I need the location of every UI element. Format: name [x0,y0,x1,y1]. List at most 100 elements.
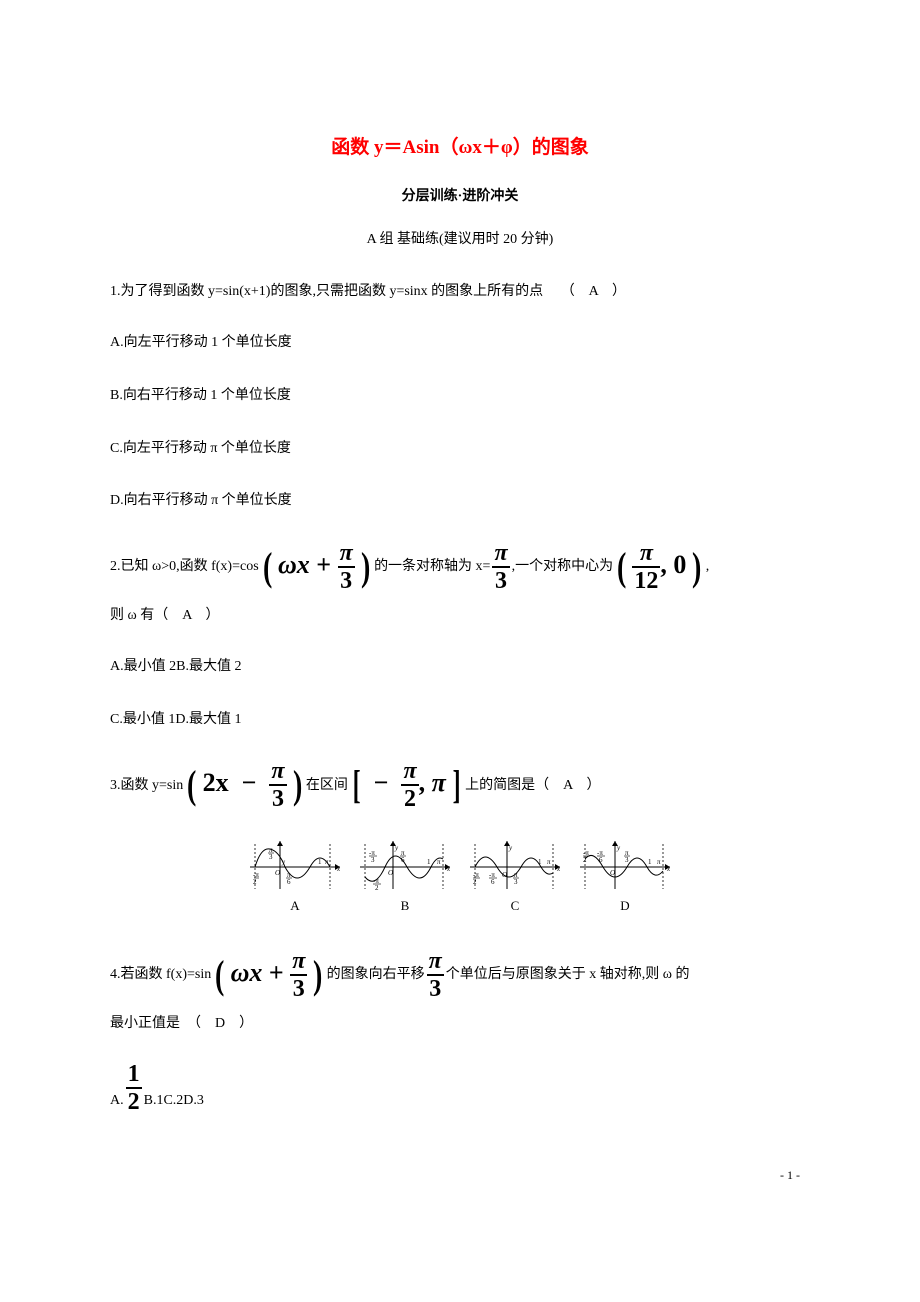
subtitle: 分层训练·进阶冲关 [110,184,810,211]
q4-tail1: 个单位后与原图象关于 x 轴对称,则 ω 的 [446,962,690,987]
svg-text:3: 3 [625,856,629,864]
q2-tail: , [706,554,710,579]
graph-a: -π 2 π 3 y O π 6 π x 1 A [245,837,345,919]
svg-text:2: 2 [473,878,477,886]
q3-interval: − π 2 , π [365,759,448,811]
q3-graphs: -π 2 π 3 y O π 6 π x 1 A -π 3 [110,837,810,919]
paren-open-icon: ( [263,549,272,585]
q2-opts-cd: C.最小值 1D.最大值 1 [110,707,810,734]
q4-a-num: 1 [126,1062,142,1089]
q3-pre: 3.函数 y=sin [110,773,183,798]
svg-text:π: π [437,858,441,866]
q1-opt-c: C.向左平行移动 π 个单位长度 [110,436,810,463]
q2-axis-den: 3 [492,568,509,593]
q4-line2: 最小正值是 （ D ） [110,1011,810,1036]
q4-shift-frac: π 3 [427,949,444,1001]
page-title: 函数 y＝Asin（ωx＋φ）的图象 [110,130,810,166]
svg-text:6: 6 [401,856,405,864]
q2-axis-num: π [494,540,507,566]
q2-expr: ωx + π3 [276,541,357,593]
group-label: A 组 基础练(建议用时 20 分钟) [110,227,810,254]
svg-text:3: 3 [371,856,375,864]
page-number: - 1 - [110,1164,810,1187]
svg-text:x: x [556,865,561,873]
q2-center-den: 12 [632,568,660,593]
svg-text:O: O [610,869,615,877]
graph-c-label: C [465,894,565,919]
q2-mid1: 的一条对称轴为 x= [374,554,490,579]
svg-text:x: x [446,865,451,873]
q1-opt-a: A.向左平行移动 1 个单位长度 [110,330,810,357]
svg-text:3: 3 [514,878,518,886]
q1-answer: （ A ） [561,284,626,299]
svg-text:y: y [508,844,513,852]
svg-text:y: y [281,858,286,866]
svg-text:π: π [547,858,551,866]
paren-close-icon: ) [313,957,322,993]
q3-mid: 在区间 [306,773,348,798]
paren-open-icon: ( [215,957,224,993]
graph-c: -π 2 -π 6 y O π 3 π x 1 C [465,837,565,919]
svg-text:1: 1 [318,858,322,866]
svg-text:y: y [616,844,621,852]
q1-opt-d: D.向右平行移动 π 个单位长度 [110,488,810,515]
paren-close-icon: ) [361,549,370,585]
q4-opts: A. 1 2 B.1C.2D.3 [110,1062,810,1114]
svg-text:x: x [336,865,341,873]
graph-d: -π 2 -π 6 y O π 3 π x 1 D [575,837,675,919]
q1-stem: 1.为了得到函数 y=sin(x+1)的图象,只需把函数 y=sinx 的图象上… [110,279,810,304]
q3-stem: 3.函数 y=sin ( 2x − π 3 ) 在区间 [ − π 2 , π … [110,759,810,811]
graph-a-label: A [245,894,345,919]
graph-d-label: D [575,894,675,919]
svg-text:x: x [666,865,671,873]
svg-text:6: 6 [491,878,495,886]
bracket-close-icon: ] [452,767,460,803]
q4-shift-den: 3 [427,976,444,1001]
q4-a-den: 2 [126,1089,142,1114]
paren-open-icon: ( [617,549,626,585]
paren-open-icon: ( [187,767,196,803]
graph-d-svg: -π 2 -π 6 y O π 3 π x 1 [575,837,675,892]
q3-int-right: π [432,768,446,797]
q4-opts-rest: B.1C.2D.3 [144,1088,204,1115]
svg-text:1: 1 [538,858,542,866]
svg-text:y: y [394,844,399,852]
svg-text:1: 1 [427,858,431,866]
q2-opt-c: C.最小值 1 [110,712,175,727]
q3-expr-num: π [271,758,284,784]
q3-expr: 2x − π 3 [201,759,289,811]
bracket-open-icon: [ [352,767,360,803]
graph-b-svg: -π 3 y O π 6 π x 1 -π 2 [355,837,455,892]
q2-center: π 12 , 0 [630,541,688,593]
q1-stem-text: 1.为了得到函数 y=sin(x+1)的图象,只需把函数 y=sinx 的图象上… [110,284,543,299]
svg-text:3: 3 [269,853,273,861]
q1-opt-b: B.向右平行移动 1 个单位长度 [110,383,810,410]
q3-int-den: 2 [401,786,418,811]
q2-stem: 2.已知 ω>0,函数 f(x)=cos ( ωx + π3 ) 的一条对称轴为… [110,541,810,593]
paren-close-icon: ) [692,549,701,585]
q2-center-second: 0 [673,550,686,579]
q2-axis-frac: π 3 [492,541,509,593]
svg-text:6: 6 [599,856,603,864]
graph-a-svg: -π 2 π 3 y O π 6 π x 1 [245,837,345,892]
q2-opt-a: A.最小值 2 [110,659,176,674]
graph-b: -π 3 y O π 6 π x 1 -π 2 B [355,837,455,919]
q4-opt-a-frac: 1 2 [126,1062,142,1114]
graph-b-label: B [355,894,455,919]
q3-tail: 上的简图是（ A ） [465,773,600,798]
q4-pre: 4.若函数 f(x)=sin [110,962,211,987]
q2-pre: 2.已知 ω>0,函数 f(x)=cos [110,554,259,579]
q4-shift-num: π [429,948,442,974]
q2-opt-d: D.最大值 1 [175,712,241,727]
q4-mid: 的图象向右平移 [327,962,425,987]
q2-opt-b: B.最大值 2 [176,659,241,674]
q2-mid2: ,一个对称中心为 [512,554,614,579]
svg-text:O: O [388,869,393,877]
q3-int-num: π [403,758,416,784]
q2-center-num: π [640,540,653,566]
svg-text:π: π [657,858,661,866]
q4-expr: ωx + π3 [229,949,310,1001]
svg-text:2: 2 [583,856,587,864]
paren-close-icon: ) [292,767,301,803]
q2-opts-ab: A.最小值 2B.最大值 2 [110,654,810,681]
